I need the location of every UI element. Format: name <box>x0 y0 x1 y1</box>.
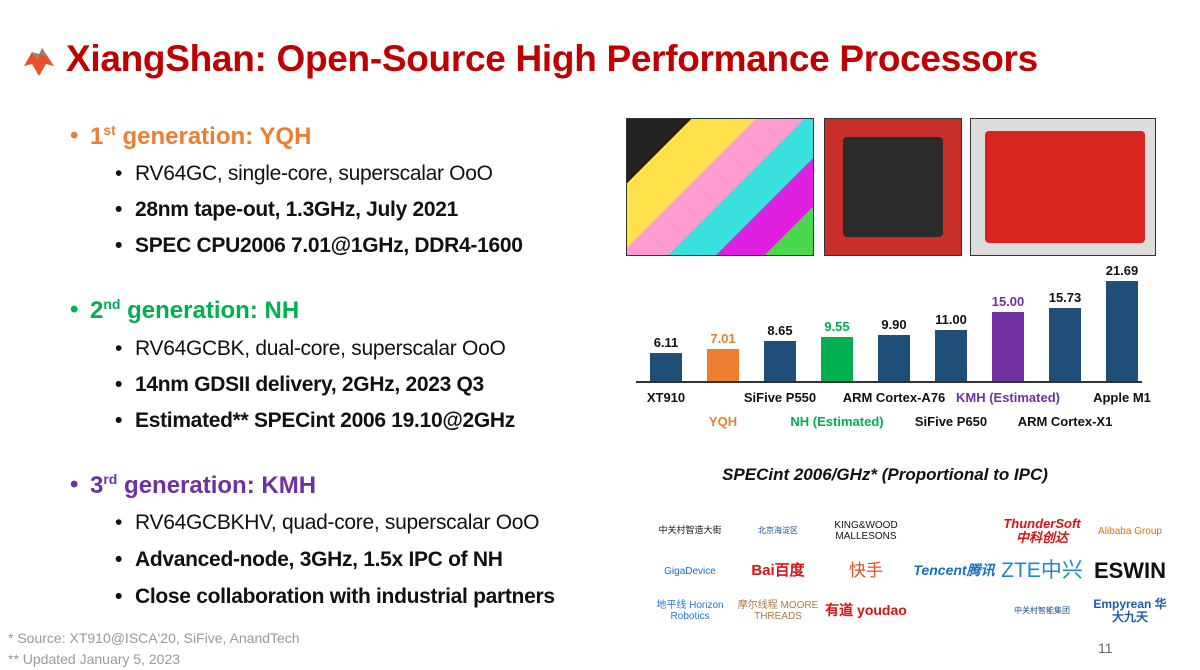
ordinal-suffix: nd <box>103 296 121 312</box>
generation-number: 1 <box>90 123 104 150</box>
partner-logo: 快手 <box>849 560 883 580</box>
x-tick-label: ARM Cortex-A76 <box>842 390 946 405</box>
bar <box>992 311 1024 381</box>
ordinal-suffix: rd <box>103 471 118 487</box>
partner-logo: GigaDevice <box>664 565 716 577</box>
partner-logo: ESWIN <box>1093 557 1167 583</box>
generation-number: 3 <box>90 472 104 499</box>
partner-logo: 摩尔线程 MOORE THREADS <box>737 600 819 622</box>
generation-detail: RV64GCBK, dual-core, superscalar OoO <box>115 337 506 361</box>
partner-logo: 地平线 Horizon Robotics <box>656 600 724 622</box>
bar <box>764 341 796 381</box>
slide-title: XiangShan: Open-Source High Performance … <box>66 38 1038 79</box>
data-label: 11.00 <box>935 312 967 328</box>
bullet: • <box>70 296 79 323</box>
x-tick-label: KMH (Estimated) <box>955 390 1060 405</box>
x-axis-line <box>636 381 1142 383</box>
generation-label: generation: KMH <box>117 472 317 499</box>
bullet: • <box>70 122 79 149</box>
data-label: 8.65 <box>767 323 793 339</box>
bar <box>1106 281 1138 381</box>
generation-number: 2 <box>90 297 104 324</box>
partner-logo <box>912 512 996 550</box>
partner-logo: Empyrean 华大九天 <box>1093 596 1167 624</box>
partner-logo: Bai百度 <box>751 561 805 579</box>
bar <box>707 348 739 381</box>
generation-detail: Estimated** SPECint 2006 19.10@2GHz <box>115 409 515 433</box>
page-number: 11 <box>1098 640 1113 656</box>
partner-logo: 有道 youdao <box>825 602 907 619</box>
bar <box>821 336 853 381</box>
generation-detail: RV64GC, single-core, superscalar OoO <box>115 162 493 186</box>
generation-detail: SPEC CPU2006 7.01@1GHz, DDR4-1600 <box>115 234 523 258</box>
ordinal-suffix: st <box>103 122 116 138</box>
generation-label: generation: NH <box>120 297 300 324</box>
partner-logo: Tencent腾讯 <box>913 562 995 579</box>
bar <box>650 352 682 381</box>
partner-logo: 北京海淀区 <box>758 525 798 535</box>
partner-logo: ZTE中兴 <box>1001 559 1083 583</box>
data-label: 15.73 <box>1048 290 1082 306</box>
chart-title: SPECint 2006/GHz* (Proportional to IPC) <box>722 465 1048 484</box>
chip-layout-image <box>626 118 814 256</box>
bar <box>1049 308 1081 381</box>
partner-logo: 中关村智造大街 <box>658 525 722 536</box>
generation-heading: • 2nd generation: NH <box>70 296 300 325</box>
x-tick-label: ARM Cortex-X1 <box>1017 414 1113 429</box>
generation-heading: • 3rd generation: KMH <box>70 471 317 500</box>
bar <box>878 335 910 381</box>
footnote-source: * Source: XT910@ISCA'20, SiFive, AnandTe… <box>8 630 300 646</box>
partner-logo <box>912 592 996 630</box>
x-tick-label: NH (Estimated) <box>790 414 884 429</box>
partner-logo: 中关村智能集团 <box>1014 605 1070 615</box>
chip-package-image <box>824 118 962 256</box>
data-label: 9.55 <box>824 318 850 334</box>
generation-detail: RV64GCBKHV, quad-core, superscalar OoO <box>115 511 539 535</box>
x-tick-label: Apple M1 <box>1093 390 1151 405</box>
x-tick-label: SiFive P550 <box>743 390 817 405</box>
generation-detail: 28nm tape-out, 1.3GHz, July 2021 <box>115 198 458 222</box>
partner-logo: KING&WOOD MALLESONS <box>834 520 898 542</box>
partner-logo: Alibaba Group <box>1098 525 1162 537</box>
generation-heading: • 1st generation: YQH <box>70 122 312 151</box>
x-tick-label: SiFive P650 <box>914 414 988 429</box>
generation-detail: 14nm GDSII delivery, 2GHz, 2023 Q3 <box>115 373 484 397</box>
xiangshan-logo-icon <box>22 44 56 78</box>
data-label: 21.69 <box>1105 263 1139 278</box>
data-label: 6.11 <box>653 334 679 350</box>
generation-detail: Advanced-node, 3GHz, 1.5x IPC of NH <box>115 548 503 572</box>
bar <box>935 330 967 381</box>
partner-logo: ThunderSoft 中科创达 <box>1003 515 1081 545</box>
data-label: 9.90 <box>881 317 907 333</box>
generation-detail: Close collaboration with industrial part… <box>115 585 555 609</box>
bullet: • <box>70 471 79 498</box>
data-label: 7.01 <box>710 330 736 346</box>
x-tick-label: YQH <box>708 414 738 429</box>
x-tick-label: XT910 <box>646 390 686 405</box>
data-label: 15.00 <box>991 293 1025 309</box>
footnote-updated: ** Updated January 5, 2023 <box>8 651 181 667</box>
generation-label: generation: YQH <box>115 123 312 150</box>
board-image <box>970 118 1156 256</box>
